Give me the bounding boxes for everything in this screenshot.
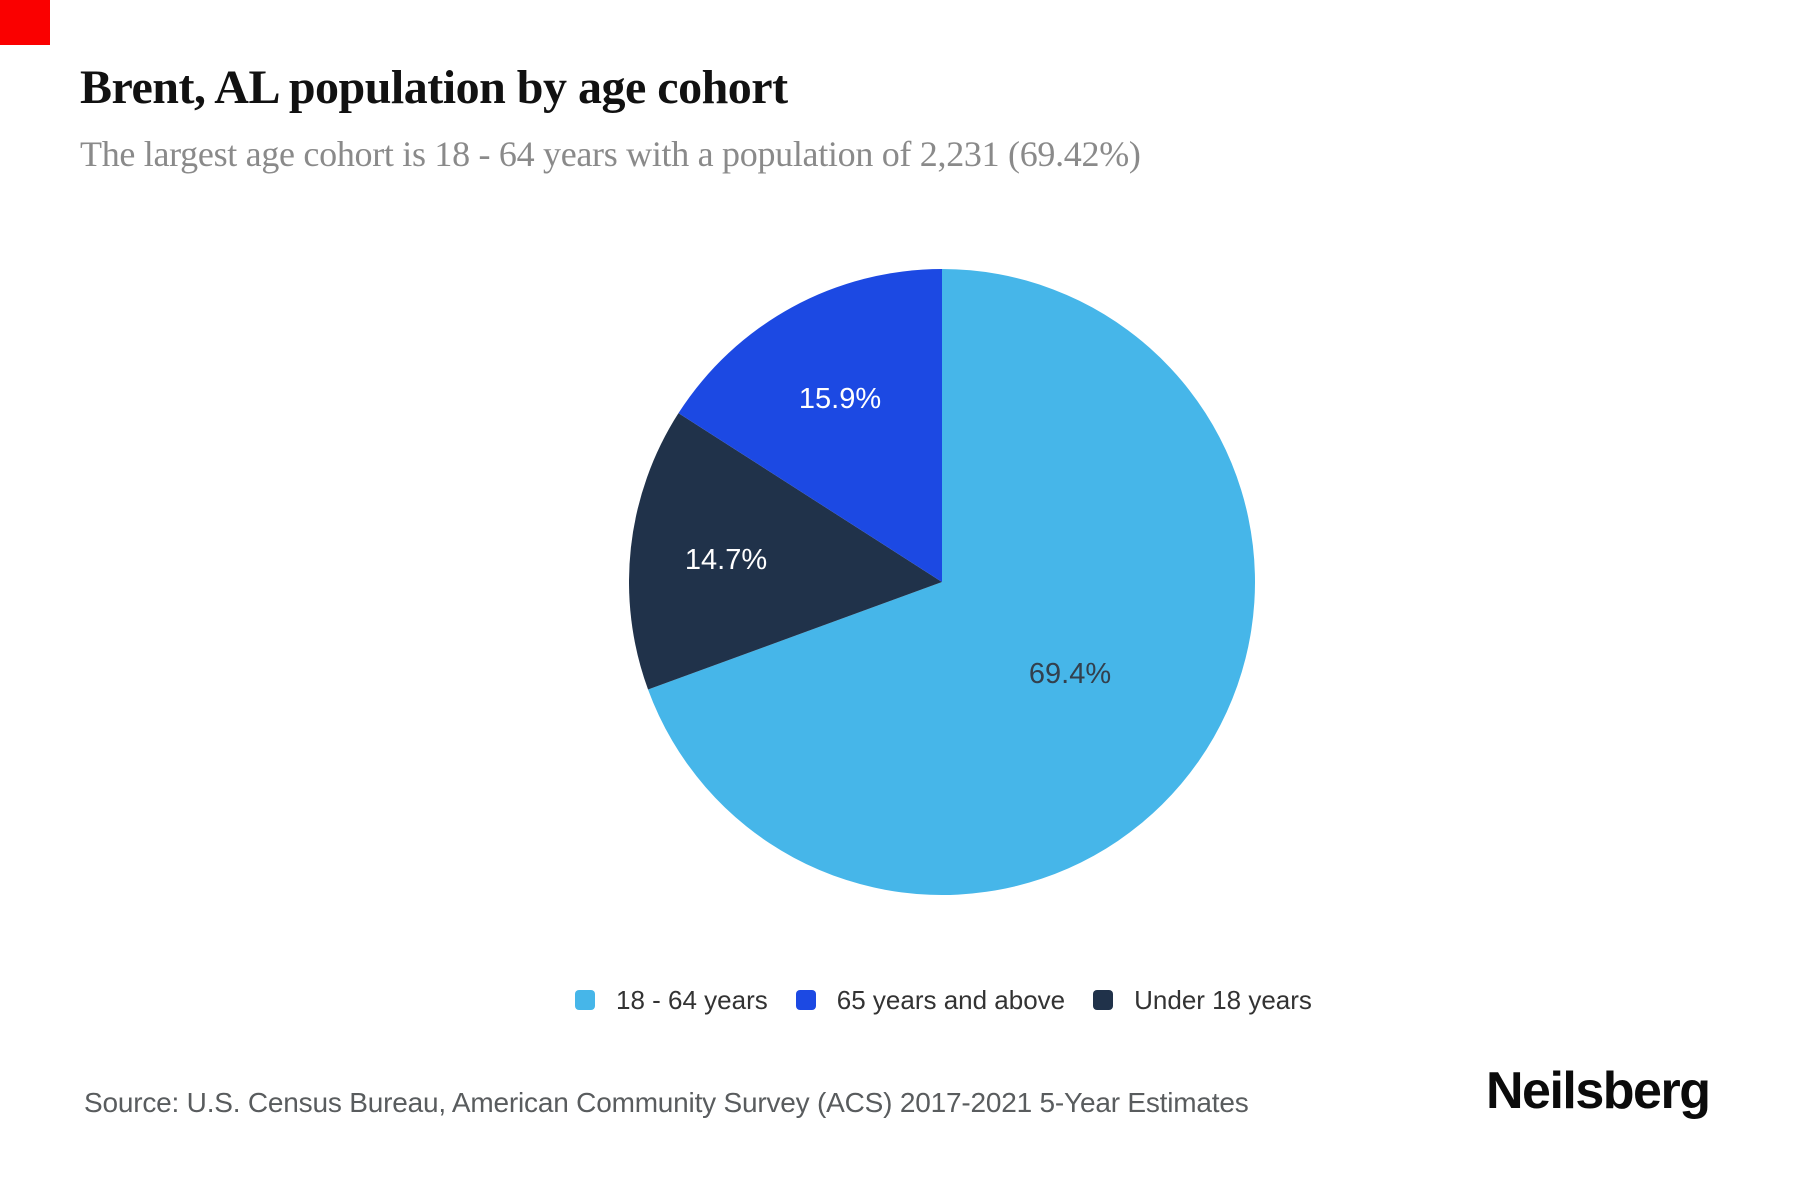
legend-label: 65 years and above xyxy=(836,985,1066,1015)
neilsberg-logo: Neilsberg xyxy=(1486,1062,1711,1120)
chart-title: Brent, AL population by age cohort xyxy=(80,61,788,114)
pie-chart[interactable]: 69.4%14.7%15.9% xyxy=(629,269,1255,895)
legend-swatch-65-years-and-above-icon xyxy=(795,990,816,1010)
legend-swatch-under-18-years-icon xyxy=(1093,990,1114,1010)
pie-slice-65-years-and-above[interactable] xyxy=(678,269,942,582)
red-marker xyxy=(0,0,50,45)
chart-subtitle: The largest age cohort is 18 - 64 years … xyxy=(80,134,1141,174)
legend-label: Under 18 years xyxy=(1134,985,1312,1015)
pie-slice-18-64-years[interactable] xyxy=(648,269,1255,895)
legend-item-65-years-and-above[interactable]: 65 years and above xyxy=(795,983,1066,1017)
source-attribution: Source: U.S. Census Bureau, American Com… xyxy=(84,1087,1249,1118)
legend-swatch-18-64-years-icon xyxy=(575,990,595,1010)
chart-legend: 18 - 64 years 65 years and above Under 1… xyxy=(575,983,1312,1017)
legend-item-18-64-years[interactable]: 18 - 64 years xyxy=(575,983,768,1017)
pie-slice-under-18-years[interactable] xyxy=(629,413,942,690)
legend-label: 18 - 64 years xyxy=(616,985,768,1015)
legend-item-under-18-years[interactable]: Under 18 years xyxy=(1093,983,1312,1017)
